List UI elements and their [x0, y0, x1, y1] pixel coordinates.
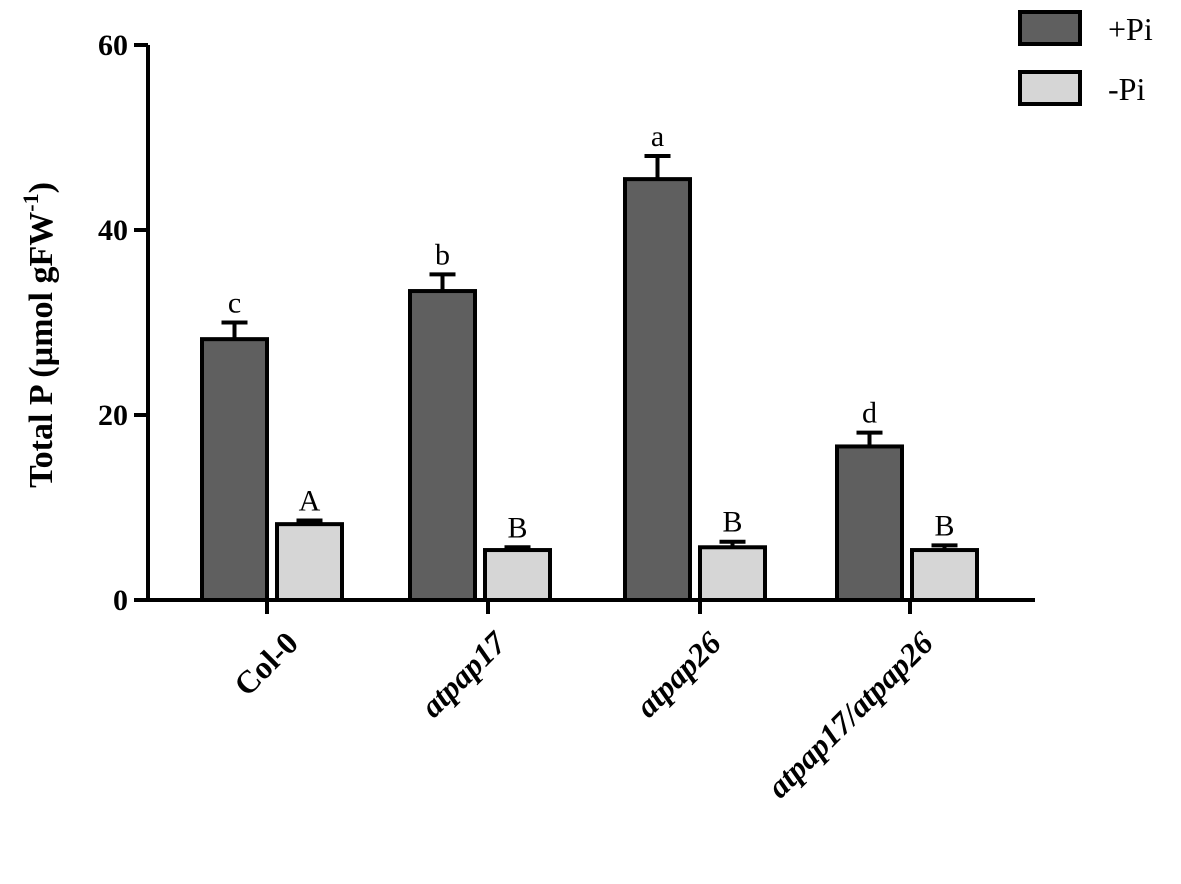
bar-minus-pi [275, 522, 344, 603]
significance-label: b [435, 238, 450, 271]
legend: +Pi -Pi [1018, 10, 1153, 107]
significance-label: B [507, 511, 527, 544]
x-category-label: atpap26 [628, 624, 728, 724]
significance-label: B [934, 509, 954, 542]
significance-label: c [228, 287, 241, 320]
significance-label: d [862, 397, 877, 430]
y-axis-label: Total P (µmol gFW-1) [18, 182, 60, 488]
y-tick-label: 20 [98, 399, 128, 432]
x-category-label: atpap17 [413, 623, 514, 724]
bar-plus-pi [835, 444, 904, 603]
bar-minus-pi [910, 548, 979, 602]
bar-plus-pi [200, 337, 269, 602]
significance-label: B [722, 506, 742, 539]
y-tick-label: 40 [98, 214, 128, 247]
y-axis: 0 20 40 60 [98, 29, 150, 617]
legend-label: +Pi [1108, 11, 1153, 47]
y-tick-label: 60 [98, 29, 128, 62]
legend-label: -Pi [1108, 71, 1145, 107]
bar-plus-pi [408, 289, 477, 602]
significance-label: A [299, 484, 321, 517]
bars: c b a d A B B B [200, 120, 979, 603]
y-tick-label: 0 [113, 584, 128, 617]
bar-minus-pi [483, 548, 552, 602]
x-category-label: Col-0 [227, 624, 305, 702]
legend-swatch [1018, 10, 1082, 46]
x-axis: Col-0 atpap17 atpap26 atpap17/atpap26 [148, 598, 1035, 805]
significance-label: a [651, 120, 664, 153]
bar-minus-pi [698, 545, 767, 603]
bar-plus-pi [623, 177, 692, 602]
x-category-label: atpap17/atpap26 [760, 624, 940, 804]
legend-swatch [1018, 70, 1082, 106]
